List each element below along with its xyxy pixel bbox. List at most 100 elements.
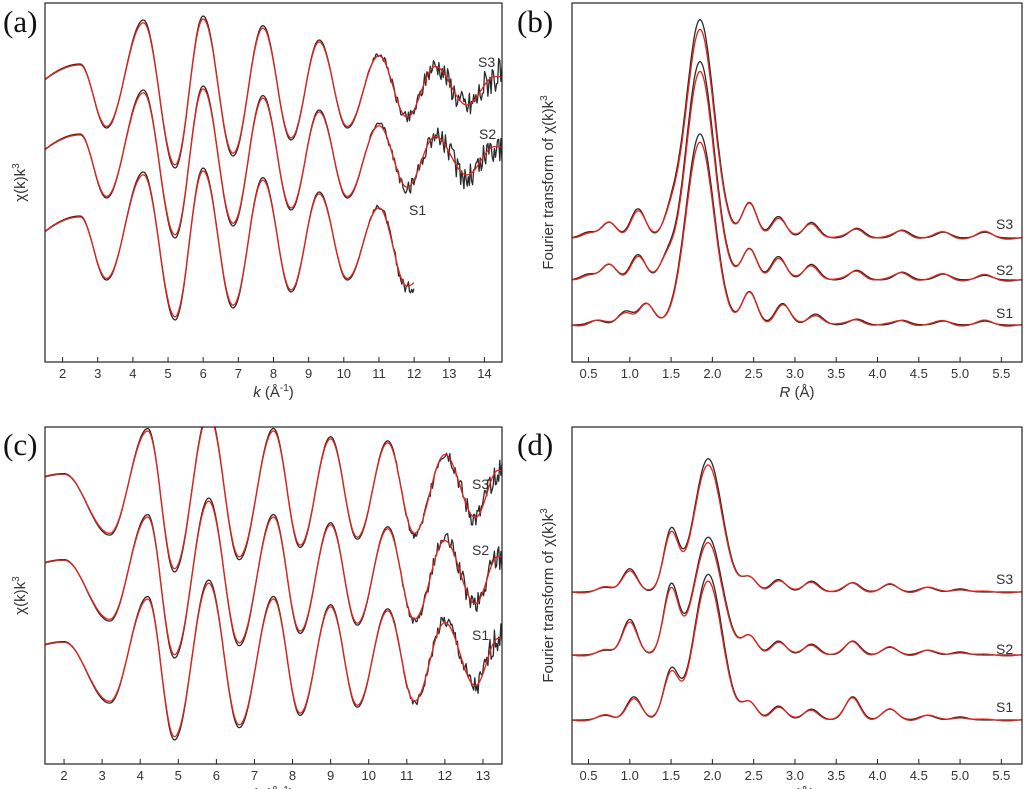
x-tick-label: 10 [361, 768, 375, 783]
plot-area [45, 427, 502, 741]
x-tick-label: 4 [129, 366, 136, 381]
fit-curve-S3 [572, 28, 1022, 240]
x-tick-label: 4 [137, 768, 144, 783]
x-tick-label: 13 [476, 768, 490, 783]
y-axis-exponent: 3 [539, 508, 550, 514]
x-tick-label: 5.5 [992, 366, 1010, 381]
x-tick-label: 12 [438, 768, 452, 783]
x-axis-title: R (Å) [779, 786, 814, 789]
experiment-curve-S2 [572, 536, 1022, 656]
panel-c: (c)S1S2S32345678910111213k (Å-1)χ(k)k3 [3, 426, 503, 789]
x-tick-label: 4.0 [868, 768, 886, 783]
x-tick-label: 2 [60, 768, 67, 783]
fit-curve-S3 [45, 18, 502, 166]
y-axis-text: χ(k)k [12, 581, 29, 614]
x-tick-label: 3.5 [827, 366, 845, 381]
x-tick-label: 5.5 [992, 768, 1010, 783]
x-tick-label: 3 [99, 768, 106, 783]
experiment-curve-S1 [572, 573, 1022, 721]
experiment-curve-S1 [45, 579, 502, 741]
y-axis-exponent: 3 [539, 95, 550, 101]
x-axis-title: k (Å-1) [253, 383, 294, 401]
x-tick-label: 2 [59, 366, 66, 381]
fit-curve-S3 [572, 464, 1022, 594]
x-tick-label: 8 [289, 768, 296, 783]
x-tick-label: 3 [94, 366, 101, 381]
panel-letter: (c) [3, 427, 37, 462]
x-tick-label: 5 [175, 768, 182, 783]
experiment-curve-S3 [572, 458, 1022, 593]
x-tick-label: 3.5 [827, 768, 845, 783]
series-label-S2: S2 [996, 641, 1013, 657]
plot-frame [44, 2, 503, 363]
fit-curve-S1 [572, 141, 1022, 327]
x-tick-label: 2.0 [703, 366, 721, 381]
x-tick-label: 0.5 [579, 768, 597, 783]
series-label-S2: S2 [996, 262, 1013, 278]
x-axis-unit-close: ) [289, 786, 294, 789]
fit-curve-S2 [45, 88, 502, 236]
y-axis-exponent: 3 [11, 576, 22, 582]
y-axis-title: Fourier transform of χ(k)k3 [539, 508, 557, 683]
plot-frame [571, 426, 1023, 765]
series-label-S2: S2 [479, 126, 496, 142]
x-tick-label: 0.5 [579, 366, 597, 381]
x-axis-var: k [253, 384, 262, 401]
plot-area [572, 19, 1022, 327]
x-tick-label: 2.5 [745, 366, 763, 381]
series-label-S1: S1 [996, 699, 1013, 715]
x-tick-label: 1.5 [662, 768, 680, 783]
x-axis-title: k (Å-1) [253, 785, 294, 789]
experiment-curve-S3 [45, 15, 502, 169]
x-tick-label: 3.0 [786, 366, 804, 381]
x-tick-label: 10 [337, 366, 351, 381]
plot-area [572, 458, 1022, 722]
x-tick-label: 1.0 [621, 366, 639, 381]
x-axis-var: R [779, 384, 790, 401]
fit-curve-S1 [45, 170, 415, 318]
x-axis-var: k [253, 786, 262, 789]
series-label-S1: S1 [472, 627, 489, 643]
y-axis-title: χ(k)k3 [11, 163, 29, 202]
fit-curve-S2 [45, 500, 502, 656]
x-tick-label: 1.0 [621, 768, 639, 783]
series-label-S2: S2 [472, 542, 489, 558]
x-tick-label: 11 [372, 366, 386, 381]
x-axis-var: R [779, 786, 790, 789]
x-tick-label: 6 [200, 366, 207, 381]
x-tick-label: 4.0 [868, 366, 886, 381]
y-axis-title: χ(k)k3 [11, 576, 29, 615]
x-tick-label: 7 [251, 768, 258, 783]
x-tick-label: 7 [235, 366, 242, 381]
fit-curve-S1 [572, 580, 1022, 722]
series-label-S1: S1 [996, 305, 1013, 321]
panel-letter: (b) [517, 4, 553, 39]
experiment-curve-S3 [45, 427, 502, 573]
x-axis-unit-exponent: -1 [280, 785, 289, 789]
series-label-S3: S3 [996, 571, 1013, 587]
x-tick-label: 14 [477, 366, 491, 381]
x-axis-unit-close: ) [289, 384, 294, 401]
x-tick-label: 1.5 [662, 366, 680, 381]
x-tick-label: 5.0 [951, 768, 969, 783]
x-tick-label: 2.0 [703, 768, 721, 783]
plot-frame [44, 426, 503, 765]
panel-letter: (d) [517, 427, 553, 462]
panel-letter: (a) [3, 4, 37, 39]
fit-curve-S2 [572, 70, 1022, 282]
series-label-S3: S3 [996, 216, 1013, 232]
x-axis-title: R (Å) [779, 384, 814, 401]
x-tick-label: 13 [442, 366, 456, 381]
y-axis-title: Fourier transform of χ(k)k3 [539, 95, 557, 270]
x-tick-label: 12 [407, 366, 421, 381]
x-tick-label: 11 [400, 768, 414, 783]
series-label-S3: S3 [478, 54, 495, 70]
x-tick-label: 6 [213, 768, 220, 783]
experiment-curve-S1 [572, 133, 1022, 326]
x-tick-label: 8 [270, 366, 277, 381]
experiment-curve-S2 [572, 61, 1022, 281]
x-axis-unit: (Å) [790, 786, 814, 789]
x-axis-unit-exponent: -1 [280, 383, 289, 394]
plot-frame [571, 2, 1023, 363]
